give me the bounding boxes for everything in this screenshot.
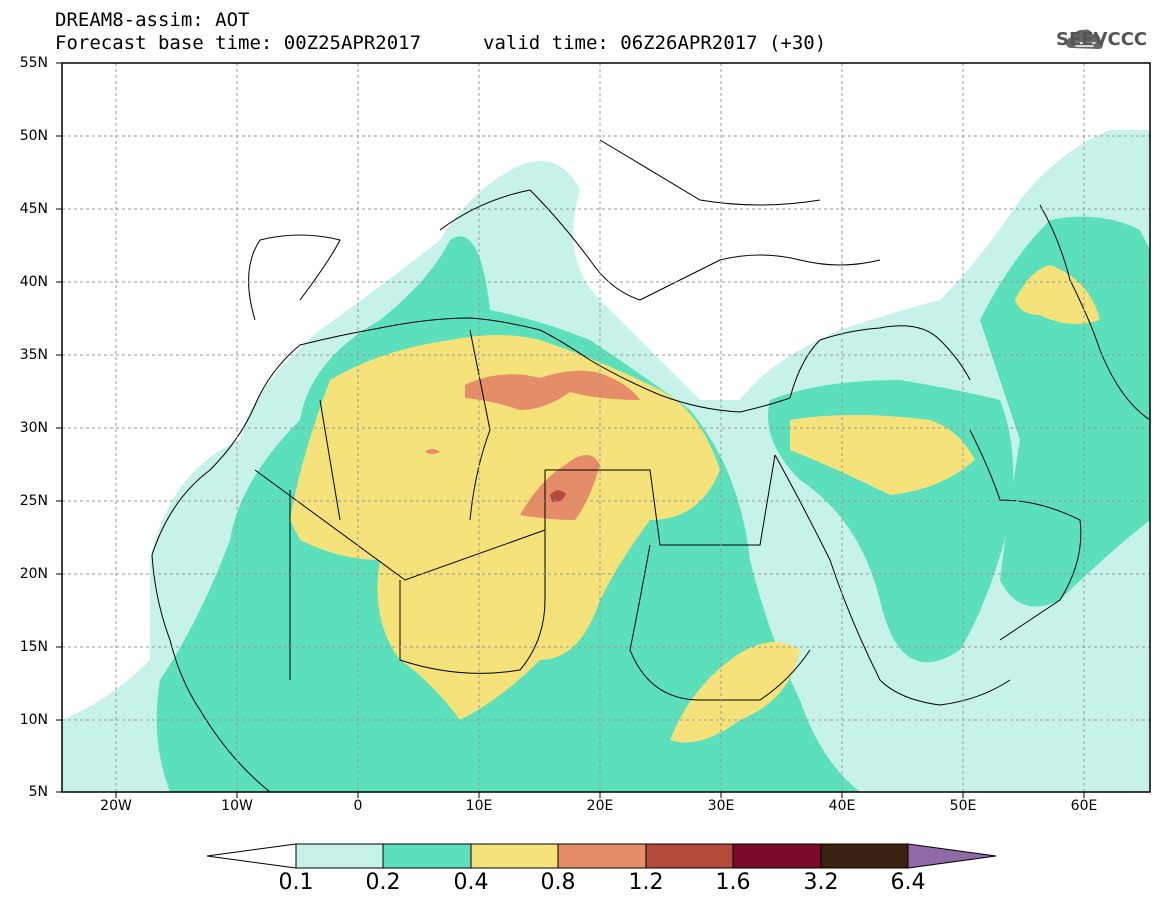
aot-band-0.2-ne — [980, 216, 1150, 607]
colorbar-label: 1.2 — [628, 870, 664, 895]
colorbar-label: 6.4 — [890, 870, 926, 895]
colorbar-min-arrow — [206, 843, 297, 869]
lon-label: 60E — [1070, 798, 1098, 814]
colorbar-bin-7 — [820, 843, 909, 869]
seevccc-logo: SEEVCCC — [1056, 29, 1148, 50]
lat-label: 15N — [19, 639, 48, 655]
lat-label: 50N — [19, 128, 48, 144]
lat-label: 45N — [19, 201, 48, 217]
aot-band-0.8-chad — [520, 455, 600, 520]
colorbar-bin-4 — [557, 843, 647, 869]
lat-label: 55N — [19, 55, 48, 71]
colorbar-max-arrow — [907, 843, 997, 869]
cloud-icon — [1066, 29, 1104, 49]
aot-band-0.4-caspian — [1015, 265, 1100, 324]
lon-label: 50E — [949, 798, 977, 814]
lon-label: 20W — [100, 798, 132, 814]
aot-band-0.4-arabia — [790, 415, 975, 495]
lon-label: 30E — [707, 798, 735, 814]
colorbar-label: 0.8 — [540, 870, 576, 895]
lon-label: 10W — [221, 798, 253, 814]
aot-band-0.8-dot — [425, 449, 440, 454]
colorbar-bin-6 — [732, 843, 822, 869]
colorbar-label: 1.6 — [715, 870, 751, 895]
lat-label: 30N — [19, 420, 48, 436]
lat-label: 5N — [28, 784, 48, 800]
colorbar-label: 3.2 — [803, 870, 839, 895]
lat-label: 35N — [19, 347, 48, 363]
colorbar-bin-3 — [470, 843, 559, 869]
colorbar-bin-5 — [645, 843, 734, 869]
colorbar-label: 0.4 — [453, 870, 489, 895]
colorbar-label: 0.1 — [278, 870, 314, 895]
colorbar — [206, 843, 997, 869]
lat-label: 10N — [19, 712, 48, 728]
lon-label: 10E — [465, 798, 493, 814]
aot-band-0.4-sudan — [670, 642, 800, 743]
colorbar-label: 0.2 — [365, 870, 401, 895]
colorbar-bin-1 — [295, 843, 384, 869]
coastlines — [151, 139, 1150, 792]
lon-label: 20E — [586, 798, 614, 814]
lat-label: 25N — [19, 493, 48, 509]
lon-label: 40E — [828, 798, 856, 814]
grid — [62, 63, 1150, 792]
aot-band-1.2 — [550, 490, 566, 503]
colorbar-bin-2 — [382, 843, 472, 869]
lon-label: 0 — [353, 798, 363, 814]
forecast-base-time: Forecast base time: 00Z25APR2017 — [55, 32, 422, 54]
lat-label: 20N — [19, 566, 48, 582]
aot-field — [62, 130, 1150, 792]
aot-band-0.4 — [290, 335, 720, 720]
map-title: DREAM8-assim: AOT — [55, 9, 250, 31]
axis-ticks — [56, 62, 1085, 798]
lat-label: 40N — [19, 274, 48, 290]
aot-band-0.8 — [465, 370, 640, 410]
valid-time: valid time: 06Z26APR2017 (+30) — [483, 32, 827, 54]
